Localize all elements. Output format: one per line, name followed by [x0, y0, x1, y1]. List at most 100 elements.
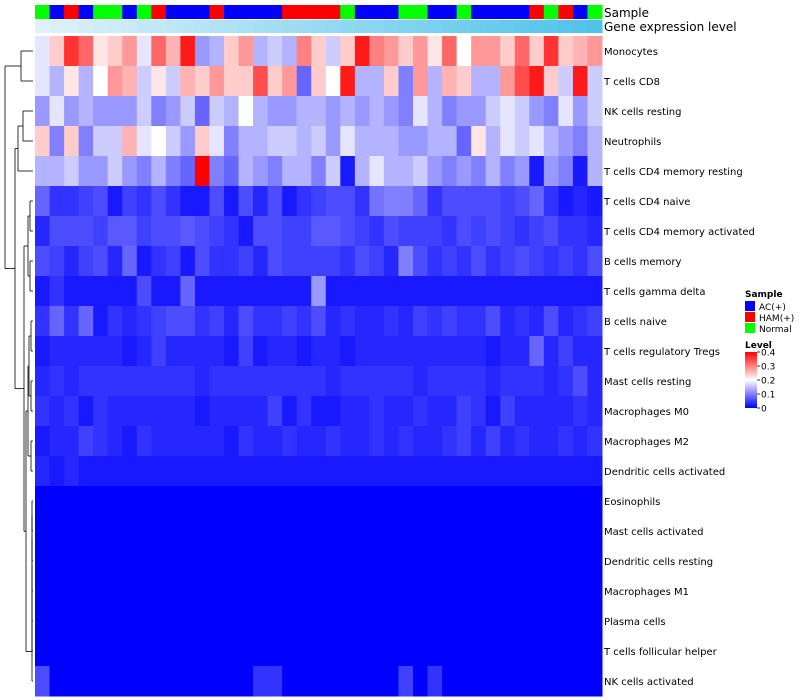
- row-label: Macrophages M1: [604, 587, 689, 598]
- heatmap-cell: [253, 546, 269, 577]
- heatmap-cell: [369, 666, 385, 697]
- heatmap-cell: [165, 576, 181, 607]
- heatmap-cell: [64, 216, 80, 247]
- heatmap-cell: [456, 636, 472, 667]
- heatmap-cell: [180, 516, 196, 547]
- heatmap-cell: [485, 36, 501, 67]
- expression-annotation-cell: [35, 20, 51, 33]
- heatmap-cell: [136, 96, 152, 127]
- heatmap-cell: [587, 36, 603, 67]
- heatmap-cell: [93, 396, 109, 427]
- heatmap-cell: [165, 66, 181, 97]
- expression-annotation-cell: [194, 20, 210, 33]
- heatmap-cell: [413, 546, 429, 577]
- heatmap-cell: [136, 606, 152, 637]
- sample-annotation-cell: [471, 5, 487, 19]
- heatmap-cell: [35, 516, 51, 547]
- heatmap-cell: [180, 36, 196, 67]
- heatmap-cell: [514, 276, 530, 307]
- heatmap-cell: [78, 96, 94, 127]
- heatmap-cell: [500, 336, 516, 367]
- heatmap-cell: [587, 396, 603, 427]
- heatmap-cell: [78, 336, 94, 367]
- heatmap-cell: [427, 306, 443, 337]
- heatmap-cell: [587, 276, 603, 307]
- heatmap-cell: [529, 366, 545, 397]
- row-label: Plasma cells: [604, 617, 666, 628]
- heatmap-cell: [398, 546, 414, 577]
- sample-annotation-cell: [427, 5, 443, 19]
- heatmap-cell: [296, 216, 312, 247]
- heatmap-cell: [500, 576, 516, 607]
- heatmap-cell: [340, 186, 356, 217]
- heatmap-cell: [296, 36, 312, 67]
- heatmap-cell: [398, 486, 414, 517]
- heatmap-cell: [413, 606, 429, 637]
- heatmap-cell: [456, 456, 472, 487]
- heatmap-cell: [64, 36, 80, 67]
- heatmap-cell: [107, 606, 123, 637]
- heatmap-cell: [282, 576, 298, 607]
- sample-legend: Sample AC(+)HAM(+)Normal: [745, 290, 794, 335]
- heatmap-cell: [471, 336, 487, 367]
- heatmap-cell: [209, 426, 225, 457]
- heatmap-cell: [180, 216, 196, 247]
- heatmap-cell: [267, 306, 283, 337]
- heatmap-cell: [529, 246, 545, 277]
- heatmap-cell: [64, 516, 80, 547]
- heatmap-cell: [543, 66, 559, 97]
- heatmap-cell: [224, 66, 240, 97]
- heatmap-cell: [514, 396, 530, 427]
- row-label: Macrophages M2: [604, 437, 689, 448]
- heatmap-cell: [398, 516, 414, 547]
- expression-annotation-cell: [500, 20, 516, 33]
- heatmap-cell: [325, 546, 341, 577]
- heatmap-cell: [49, 396, 65, 427]
- heatmap-cell: [296, 336, 312, 367]
- heatmap-cell: [485, 426, 501, 457]
- heatmap-cell: [296, 456, 312, 487]
- heatmap-cell: [325, 306, 341, 337]
- heatmap-cell: [500, 306, 516, 337]
- heatmap-cell: [529, 126, 545, 157]
- heatmap-cell: [35, 216, 51, 247]
- sample-annotation-cell: [500, 5, 516, 19]
- heatmap-cell: [398, 96, 414, 127]
- heatmap-cell: [471, 636, 487, 667]
- heatmap-cell: [136, 576, 152, 607]
- heatmap-cell: [151, 426, 167, 457]
- heatmap-cell: [180, 366, 196, 397]
- sample-legend-title: Sample: [745, 290, 783, 300]
- heatmap-cell: [64, 546, 80, 577]
- heatmap-cell: [311, 246, 327, 277]
- heatmap-cell: [136, 486, 152, 517]
- heatmap-cell: [572, 396, 588, 427]
- heatmap-cell: [238, 366, 254, 397]
- heatmap-cell: [471, 396, 487, 427]
- heatmap-cell: [383, 486, 399, 517]
- heatmap-cell: [558, 366, 574, 397]
- row-label: Macrophages M0: [604, 407, 689, 418]
- sample-annotation-bar: [35, 5, 603, 19]
- heatmap-cell: [543, 186, 559, 217]
- heatmap-cell: [456, 216, 472, 247]
- expression-annotation-cell: [253, 20, 269, 33]
- heatmap-cell: [500, 96, 516, 127]
- heatmap-cell: [485, 516, 501, 547]
- heatmap-cell: [543, 426, 559, 457]
- heatmap-cell: [340, 246, 356, 277]
- heatmap-cell: [354, 66, 370, 97]
- heatmap-cell: [413, 36, 429, 67]
- heatmap-cell: [136, 396, 152, 427]
- heatmap-cell: [107, 516, 123, 547]
- heatmap-cell: [325, 126, 341, 157]
- heatmap-cell: [471, 306, 487, 337]
- sample-legend-label: AC(+): [759, 303, 786, 313]
- heatmap-cell: [340, 426, 356, 457]
- heatmap-cell: [572, 66, 588, 97]
- heatmap-cell: [194, 456, 210, 487]
- heatmap-cell: [253, 486, 269, 517]
- heatmap-cell: [543, 96, 559, 127]
- heatmap-cell: [194, 666, 210, 697]
- heatmap-cell: [78, 276, 94, 307]
